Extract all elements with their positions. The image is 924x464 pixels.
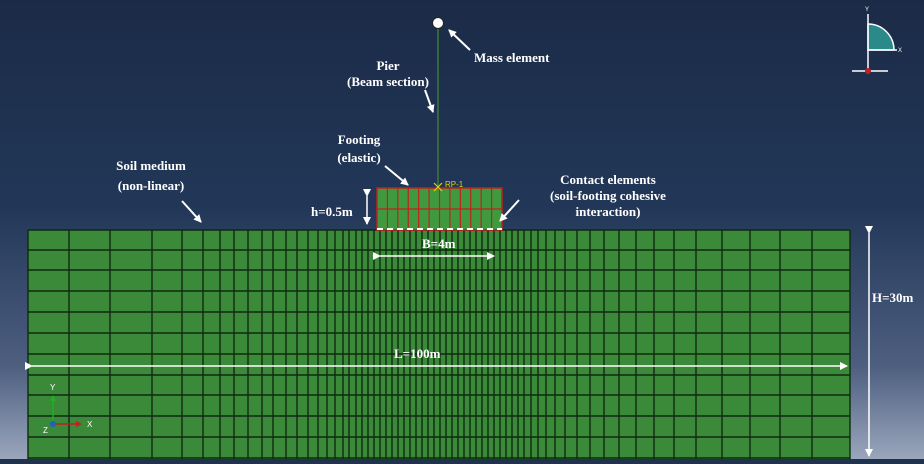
reference-point-label: RP-1 [445,180,464,189]
footing [376,187,503,231]
soil-height-label: H=30m [872,290,914,305]
view-cube-quadrant [867,23,895,51]
footing-width-label: B=4m [422,236,456,251]
triad-x-label: X [87,420,93,429]
triad-y-label: Y [50,383,56,392]
view-cube[interactable]: Y X [852,7,902,74]
pier-section-label: (Beam section) [347,74,429,89]
reference-point-marker [433,182,443,192]
contact-type-label: (soil-footing cohesive [550,188,666,203]
soil-mesh-horizontal-lines [28,229,850,459]
mass-element-arrow [448,29,471,51]
mass-element-node [432,17,444,29]
contact-elements-label: Contact elements [560,172,656,187]
view-cube-origin [865,68,871,74]
triad-z-axis [50,421,56,427]
coordinate-triad: Y X Z [43,383,93,435]
pier-label: Pier [376,58,399,73]
soil-mesh [27,229,851,462]
footing-height-label: h=0.5m [311,204,353,219]
soil-type-label: (non-linear) [118,178,184,193]
soil-medium-region [28,230,850,462]
triad-z-label: Z [43,426,48,435]
view-cube-x-label: X [898,48,902,54]
soil-length-label: L=100m [394,346,441,361]
soil-medium-arrow [181,200,202,223]
footing-mesh-lines [377,188,502,230]
contact-elements-arrow [499,199,520,222]
footing-label: Footing [338,132,381,147]
dimension-lines [25,189,873,457]
footing-type-label: (elastic) [337,150,380,165]
pier-arrow [424,89,435,113]
mass-element-label: Mass element [474,50,550,65]
soil-mesh-vertical-lines [27,230,851,459]
footing-arrow [384,165,409,186]
contact-interaction-label: interaction) [576,204,641,219]
soil-medium-label: Soil medium [116,158,186,173]
view-cube-y-label: Y [865,7,869,13]
annotation-arrows [181,29,520,223]
